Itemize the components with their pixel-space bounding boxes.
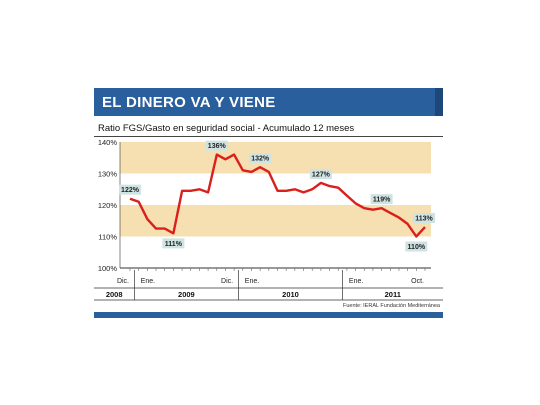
data-label: 111% xyxy=(165,241,183,248)
y-tick-label: 140% xyxy=(98,138,118,147)
data-label-box xyxy=(249,153,272,164)
year-label: 2009 xyxy=(178,290,195,299)
band-2 xyxy=(120,142,431,174)
data-label-box xyxy=(413,213,435,224)
month-label: Dic. xyxy=(221,278,233,285)
data-label-box xyxy=(309,168,332,179)
data-label: 122% xyxy=(121,187,140,194)
data-label-box xyxy=(370,194,393,205)
y-tick-label: 100% xyxy=(98,264,118,273)
chart-subtitle: Ratio FGS/Gasto en seguridad social - Ac… xyxy=(98,123,355,134)
chart-title: EL DINERO VA Y VIENE xyxy=(102,94,276,111)
year-label: 2008 xyxy=(106,290,123,299)
series-line xyxy=(129,153,426,238)
year-label: 2011 xyxy=(385,290,401,299)
data-label-box xyxy=(205,140,228,151)
data-label: 110% xyxy=(408,244,426,251)
y-tick-label: 120% xyxy=(98,201,118,210)
data-label: 132% xyxy=(251,156,270,163)
data-label-box xyxy=(119,184,141,195)
month-label: Ene. xyxy=(349,278,363,285)
data-label: 127% xyxy=(312,171,331,178)
y-tick-label: 130% xyxy=(98,170,118,179)
y-tick-label: 110% xyxy=(98,233,117,242)
data-label-box xyxy=(162,238,185,249)
data-label: 119% xyxy=(373,197,391,204)
data-label: 136% xyxy=(208,143,227,150)
month-label: Dic. xyxy=(117,278,129,285)
month-label: Oct. xyxy=(411,278,424,285)
month-label: Ene. xyxy=(141,278,155,285)
year-label: 2010 xyxy=(282,290,299,299)
bottom-bar xyxy=(94,312,443,318)
source-note: Fuente: IERAL Fundación Mediterránea xyxy=(342,303,440,309)
data-label: 113% xyxy=(415,216,433,223)
data-label-box xyxy=(405,241,428,252)
month-label: Ene. xyxy=(245,278,259,285)
title-banner: EL DINERO VA Y VIENE xyxy=(94,88,443,116)
title-rule xyxy=(94,136,443,137)
